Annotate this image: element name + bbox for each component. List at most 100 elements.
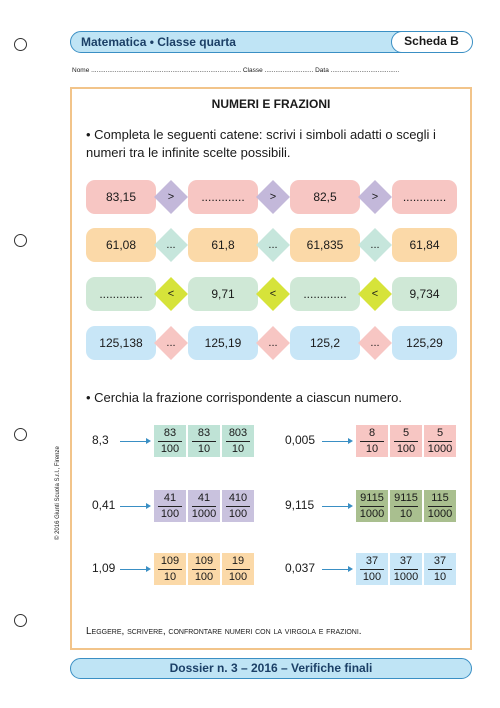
chain-symbol-text: <	[269, 288, 277, 300]
chain-symbol-text: ...	[370, 239, 380, 251]
fraction-option[interactable]: 41 100	[154, 490, 186, 522]
fraction-numerator: 41	[158, 491, 182, 507]
fraction-option[interactable]: 8 10	[356, 425, 388, 457]
instruction-chains: • Completa le seguenti catene: scrivi i …	[86, 127, 436, 160]
fraction-option[interactable]: 115 1000	[424, 490, 456, 522]
chain-box: .............	[188, 180, 258, 214]
bottom-bar: Dossier n. 3 – 2016 – Verifiche finali	[70, 658, 472, 679]
fraction-denominator: 1000	[393, 571, 419, 583]
fraction-option[interactable]: 37 1000	[390, 553, 422, 585]
chain-box: 125,19	[188, 326, 258, 360]
arrow-icon	[322, 565, 353, 573]
fraction-numerator: 37	[428, 554, 452, 570]
decimal-number: 0,037	[285, 561, 316, 575]
arrow-icon	[120, 437, 151, 445]
fraction-option[interactable]: 109 10	[154, 553, 186, 585]
arrow-icon	[120, 502, 151, 510]
fraction-option[interactable]: 109 100	[188, 553, 220, 585]
chain-symbol-text: ...	[166, 239, 176, 251]
fraction-numerator: 83	[158, 426, 182, 442]
chain-box: 82,5	[290, 180, 360, 214]
fraction-numerator: 410	[226, 491, 250, 507]
chain-symbol: ...	[358, 326, 392, 360]
chain-symbol-text: ...	[268, 239, 278, 251]
fraction-option[interactable]: 19 100	[222, 553, 254, 585]
chain-box: 9,71	[188, 277, 258, 311]
copyright-text: © 2016 Giunti Scuola S.r.l., Firenze	[55, 446, 61, 540]
chain-symbol: ...	[358, 228, 392, 262]
fraction-denominator: 10	[231, 443, 245, 455]
chain-box: 61,84	[392, 228, 457, 262]
decimal-number: 0,41	[92, 498, 116, 512]
chain-box: 125,138	[86, 326, 156, 360]
arrow-icon	[120, 565, 151, 573]
fraction-option[interactable]: 410 100	[222, 490, 254, 522]
fraction-denominator: 10	[365, 443, 379, 455]
fraction-option[interactable]: 803 10	[222, 425, 254, 457]
fraction-numerator: 9115	[360, 491, 384, 507]
binder-hole	[14, 428, 27, 441]
binder-hole	[14, 234, 27, 247]
fraction-denominator: 100	[194, 571, 214, 583]
fraction-denominator: 10	[163, 571, 177, 583]
fraction-denominator: 1000	[427, 443, 453, 455]
fraction-denominator: 10	[399, 508, 413, 520]
chain-box: 125,2	[290, 326, 360, 360]
fraction-denominator: 1000	[359, 508, 385, 520]
decimal-number: 9,115	[285, 498, 315, 512]
chain-symbol-text: <	[371, 288, 379, 300]
chain-box: 61,08	[86, 228, 156, 262]
fraction-numerator: 8	[360, 426, 384, 442]
chain-symbol: >	[154, 180, 188, 214]
arrow-icon	[322, 502, 353, 510]
chain-symbol-text: ...	[370, 337, 380, 349]
chain-box: 61,835	[290, 228, 360, 262]
section-title: NUMERI E FRAZIONI	[211, 97, 331, 111]
fraction-option[interactable]: 83 100	[154, 425, 186, 457]
fraction-numerator: 115	[428, 491, 452, 507]
chain-symbol-text: ...	[166, 337, 176, 349]
chain-box: 61,8	[188, 228, 258, 262]
chain-symbol: ...	[154, 326, 188, 360]
chain-symbol: ...	[256, 326, 290, 360]
chain-symbol: >	[256, 180, 290, 214]
fraction-option[interactable]: 37 10	[424, 553, 456, 585]
chain-box: .............	[392, 180, 457, 214]
fraction-option[interactable]: 5 100	[390, 425, 422, 457]
chain-symbol: <	[358, 277, 392, 311]
fraction-numerator: 37	[360, 554, 384, 570]
fraction-numerator: 9115	[394, 491, 418, 507]
fraction-numerator: 83	[192, 426, 216, 442]
fraction-numerator: 19	[226, 554, 250, 570]
fraction-numerator: 5	[428, 426, 452, 442]
chain-box: 125,29	[392, 326, 457, 360]
chain-symbol-text: >	[269, 191, 277, 203]
chain-symbol: >	[358, 180, 392, 214]
exercise-frame	[70, 87, 472, 650]
fraction-option[interactable]: 5 1000	[424, 425, 456, 457]
chain-symbol: <	[154, 277, 188, 311]
fraction-denominator: 1000	[191, 508, 217, 520]
binder-hole	[14, 614, 27, 627]
chain-box: 9,734	[392, 277, 457, 311]
fraction-denominator: 100	[228, 508, 248, 520]
fraction-option[interactable]: 37 100	[356, 553, 388, 585]
fraction-option[interactable]: 83 10	[188, 425, 220, 457]
fraction-denominator: 100	[396, 443, 416, 455]
instruction-fractions: • Cerchia la frazione corrispondente a c…	[86, 390, 402, 405]
fraction-denominator: 100	[362, 571, 382, 583]
footer-note: Leggere, scrivere, confrontare numeri co…	[86, 626, 362, 637]
decimal-number: 1,09	[92, 561, 116, 575]
fraction-option[interactable]: 9115 1000	[356, 490, 388, 522]
fraction-option[interactable]: 9115 10	[390, 490, 422, 522]
fraction-denominator: 100	[228, 571, 248, 583]
decimal-number: 8,3	[92, 433, 109, 447]
fraction-option[interactable]: 41 1000	[188, 490, 220, 522]
fraction-numerator: 5	[394, 426, 418, 442]
student-info-line: Nome ...................................…	[72, 67, 400, 74]
chain-symbol: <	[256, 277, 290, 311]
decimal-number: 0,005	[285, 433, 316, 447]
fraction-numerator: 803	[226, 426, 250, 442]
fraction-denominator: 10	[197, 443, 211, 455]
chain-symbol-text: >	[167, 191, 175, 203]
